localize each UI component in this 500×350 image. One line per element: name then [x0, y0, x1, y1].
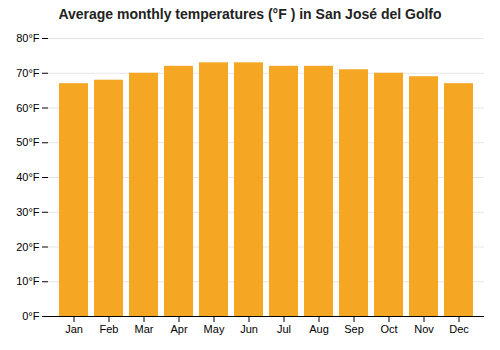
html-text:Average monthly temperatures (: Average monthly temperatures (°F ) in Sa…	[58, 6, 442, 22]
svg-text:10°F: 10°F	[16, 275, 40, 287]
svg-text:70°F: 70°F	[16, 67, 40, 79]
svg-text:40°F: 40°F	[16, 171, 40, 183]
svg-text:30°F: 30°F	[16, 206, 40, 218]
svg-text:50°F: 50°F	[16, 136, 40, 148]
svg-text:Dec: Dec	[449, 323, 469, 335]
svg-text:0°F: 0°F	[22, 310, 40, 322]
svg-text:20°F: 20°F	[16, 241, 40, 253]
svg-text:Sep: Sep	[344, 323, 364, 335]
svg-text:Aug: Aug	[309, 323, 329, 335]
svg-text:Apr: Apr	[170, 323, 187, 335]
svg-text:Jan: Jan	[65, 323, 83, 335]
svg-text:Feb: Feb	[100, 323, 119, 335]
svg-text:Jul: Jul	[277, 323, 291, 335]
svg-text:60°F: 60°F	[16, 102, 40, 114]
svg-text:May: May	[204, 323, 225, 335]
svg-text:Oct: Oct	[380, 323, 397, 335]
svg-text:Nov: Nov	[414, 323, 434, 335]
svg-text:80°F: 80°F	[16, 32, 40, 44]
svg-text:Jun: Jun	[240, 323, 258, 335]
svg-text:Mar: Mar	[135, 323, 154, 335]
